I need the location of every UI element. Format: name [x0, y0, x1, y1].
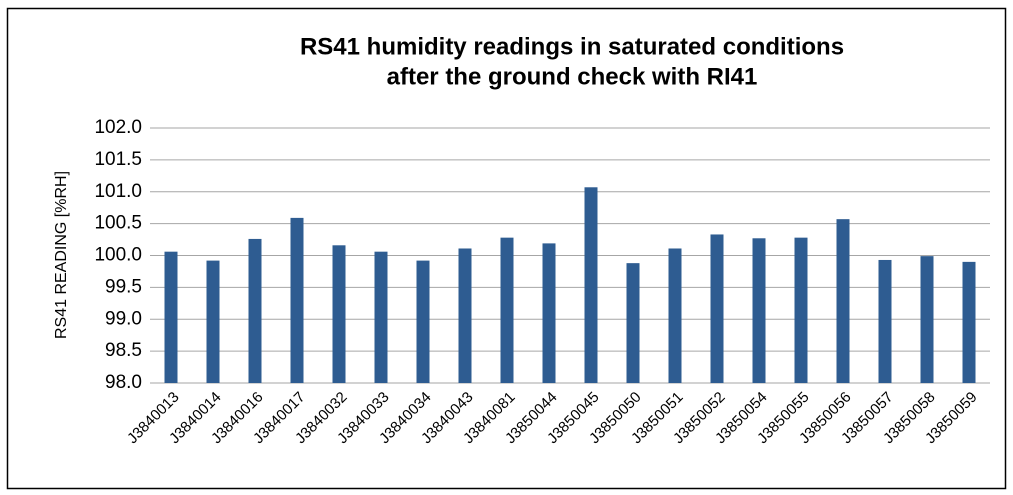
bar	[710, 234, 724, 383]
bar	[542, 243, 556, 383]
bar	[626, 263, 640, 383]
bar	[584, 187, 598, 383]
chart-title: after the ground check with RI41	[387, 63, 758, 90]
bar	[164, 251, 178, 383]
bar	[458, 248, 472, 383]
y-axis-title: RS41 READING [%RH]	[53, 171, 70, 339]
y-tick-label: 101.5	[94, 149, 142, 170]
y-tick-label: 101.0	[94, 181, 142, 202]
bar	[206, 260, 220, 383]
y-tick-label: 98.0	[105, 372, 142, 393]
y-tick-label: 100.5	[94, 213, 142, 234]
bar	[668, 248, 682, 383]
bar	[374, 251, 388, 383]
bar	[878, 259, 892, 383]
chart-title: RS41 humidity readings in saturated cond…	[300, 33, 844, 60]
bar	[290, 217, 304, 383]
y-tick-label: 99.0	[105, 308, 142, 329]
bar	[332, 245, 346, 383]
bar	[416, 260, 430, 383]
bar	[794, 237, 808, 383]
bar	[962, 261, 976, 383]
bar	[920, 256, 934, 383]
bar	[500, 237, 514, 383]
y-tick-label: 102.0	[94, 117, 142, 138]
y-tick-label: 99.5	[105, 276, 142, 297]
bar	[248, 238, 262, 383]
bar	[752, 238, 766, 383]
bar	[836, 219, 850, 383]
y-tick-label: 98.5	[105, 340, 142, 361]
y-tick-label: 100.0	[94, 245, 142, 266]
